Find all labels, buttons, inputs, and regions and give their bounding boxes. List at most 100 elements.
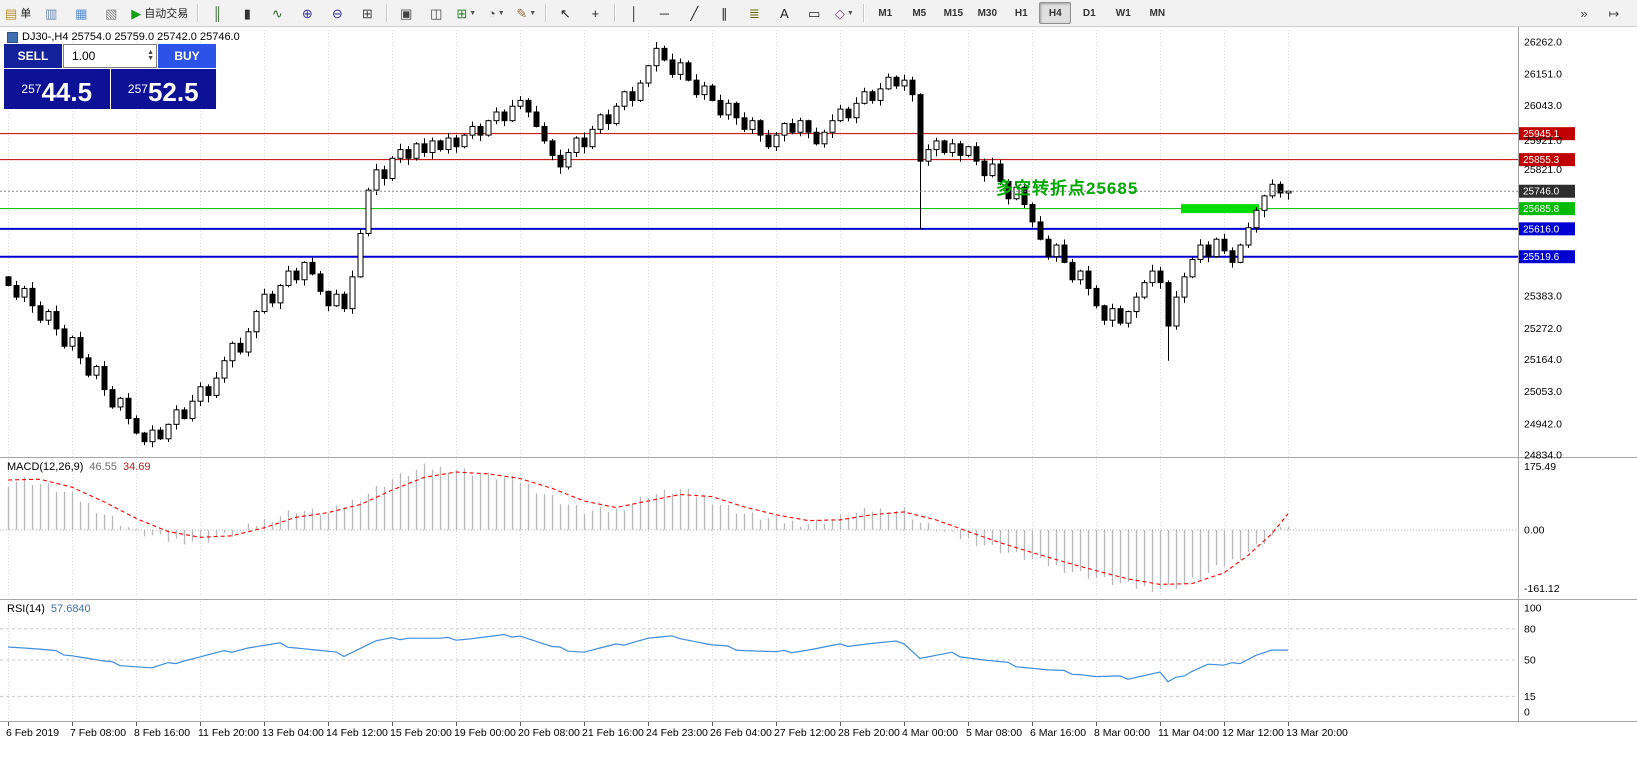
chart-symbol-icon (7, 31, 18, 43)
crosshair-button[interactable]: + (591, 5, 600, 21)
time-label: 12 Mar 12:00 (1222, 727, 1284, 739)
lot-size-value: 1.00 (72, 49, 96, 63)
time-label: 28 Feb 20:00 (838, 727, 900, 739)
rsi-axis-label: 0 (1524, 707, 1530, 719)
text-button[interactable]: A (779, 5, 789, 21)
macd-signal-value: 34.69 (122, 461, 151, 473)
price-tag-25855.3[interactable]: 25855.3 (1519, 153, 1575, 167)
price-label: 24942.0 (1524, 418, 1562, 430)
arrange-windows-button[interactable]: ▣ (400, 5, 413, 21)
new-order-button[interactable]: ▤ 单 (5, 5, 32, 21)
chart-shift-button[interactable]: ↦ (1608, 5, 1620, 21)
toolbar-separator (386, 4, 388, 22)
bar-chart-button[interactable]: ║ (212, 5, 222, 21)
autotrading-button[interactable]: ▶ 自动交易 (131, 5, 189, 21)
rsi-line (7, 633, 1288, 683)
shapes-button[interactable]: ◇ ▼ (834, 5, 854, 21)
text-label-button[interactable]: ▭ (808, 5, 821, 21)
time-label: 13 Mar 20:00 (1286, 727, 1348, 739)
zoom-in-button[interactable]: ⊕ (301, 5, 313, 21)
fibonacci-button[interactable]: ≣ (748, 5, 760, 21)
line-chart-button[interactable]: ∿ (271, 5, 283, 21)
svg-text:25685.8: 25685.8 (1523, 204, 1560, 215)
vertical-line-button[interactable]: │ (630, 5, 639, 21)
price-label: 26043.0 (1524, 100, 1562, 112)
trendline-button[interactable]: ╱ (690, 5, 699, 21)
templates-button[interactable]: ✎ ▼ (516, 5, 537, 21)
green-highlight-segment[interactable] (1181, 204, 1259, 214)
channel-button[interactable]: ∥ (721, 5, 728, 21)
time-label: 6 Mar 16:00 (1030, 727, 1086, 739)
time-label: 8 Mar 00:00 (1094, 727, 1150, 739)
timeframe-M5[interactable]: M5 (912, 7, 927, 19)
chart-ohlc-text: DJ30-,H4 25754.0 25759.0 25742.0 25746.0 (22, 31, 240, 43)
price-label: 25272.0 (1524, 323, 1562, 335)
auto-scroll-button[interactable]: » (1580, 5, 1588, 21)
timeframe-M15[interactable]: M15 (943, 7, 964, 19)
price-label: 25821.0 (1524, 164, 1562, 176)
chart-annotation-text[interactable]: 多空转折点25685 (996, 179, 1139, 198)
cursor-button[interactable]: ↖ (559, 5, 571, 21)
sell-price-display[interactable]: 257 44.5 (4, 69, 110, 109)
lot-increase-button[interactable]: ▲ (147, 49, 154, 56)
timeframe-M1[interactable]: M1 (878, 7, 893, 19)
price-tag-25746.0[interactable]: 25746.0 (1519, 184, 1575, 198)
toolbar-separator (545, 4, 547, 22)
rsi-axis-label: 80 (1524, 623, 1536, 635)
price-axis[interactable]: 25945.1 25855.3 25685.8 25616.0 25519.6 25746… (1519, 127, 1575, 264)
zoom-out-button[interactable]: ⊖ (331, 5, 343, 21)
rsi-axis-label: 100 (1524, 603, 1542, 615)
charts-button[interactable]: ▥ (45, 5, 58, 21)
svg-text:25855.3: 25855.3 (1523, 155, 1560, 166)
navigator-button[interactable]: ▧ (105, 5, 118, 21)
price-tag-25685.8[interactable]: 25685.8 (1519, 202, 1575, 216)
toolbar-right-group: » ↦ (1569, 2, 1629, 24)
new-chart-button[interactable]: ⊞ ▼ (456, 5, 477, 21)
cascade-windows-button[interactable]: ◫ (430, 5, 443, 21)
price-label: 25053.0 (1524, 386, 1562, 398)
time-label: 6 Feb 2019 (6, 727, 59, 739)
price-label: 25164.0 (1524, 354, 1562, 366)
price-label: 25921.0 (1524, 135, 1562, 147)
time-label: 20 Feb 08:00 (518, 727, 580, 739)
sell-button[interactable]: SELL (4, 44, 62, 68)
time-label: 11 Feb 20:00 (198, 727, 259, 739)
toolbar: ▤ 单 ▥ ▦ ▧ ▶ 自动交易 ║ ▮ ∿ ⊕ ⊖ ⊞ ▣ ◫ ⊞ ▼ ◔ ▼ ✎ ▼ ↖ + │ ─ ╱ ∥ ≣ A ▭ ◇ ▼ M1 M5 M… (0, 0, 1637, 27)
timeframe-W1[interactable]: W1 (1115, 7, 1131, 19)
time-label: 15 Feb 20:00 (390, 727, 452, 739)
lot-size-field[interactable]: 1.00 ▲ ▼ (63, 44, 157, 68)
time-label: 19 Feb 00:00 (454, 727, 516, 739)
macd-name: MACD(12,26,9) (7, 461, 84, 473)
market-watch-button[interactable]: ▦ (75, 5, 88, 21)
timeframe-D1[interactable]: D1 (1082, 7, 1096, 19)
horizontal-level-lines[interactable] (0, 133, 1518, 258)
time-label: 14 Feb 12:00 (326, 727, 388, 739)
time-label: 4 Mar 00:00 (902, 727, 958, 739)
lot-decrease-button[interactable]: ▼ (147, 55, 154, 62)
tile-windows-button[interactable]: ⊞ (361, 5, 373, 21)
svg-text:25519.6: 25519.6 (1523, 252, 1560, 263)
price-tag-25519.6[interactable]: 25519.6 (1519, 250, 1575, 264)
buy-price-display[interactable]: 257 52.5 (110, 69, 216, 109)
rsi-label: RSI(14) 57.6840 (7, 603, 91, 615)
price-tag-25616.0[interactable]: 25616.0 (1519, 222, 1575, 236)
macd-axis-label: 0.00 (1524, 525, 1545, 537)
rsi-axis-label: 50 (1524, 655, 1536, 667)
timeframe-H1[interactable]: H1 (1014, 7, 1028, 19)
timeframe-H4[interactable]: H4 (1039, 2, 1072, 24)
timeframe-MN[interactable]: MN (1149, 7, 1166, 19)
price-tag-25945.1[interactable]: 25945.1 (1519, 127, 1575, 140)
candlestick-chart-button[interactable]: ▮ (243, 5, 251, 21)
profiles-button[interactable]: ◔ ▼ (487, 5, 505, 21)
buy-button[interactable]: BUY (158, 44, 216, 68)
rsi-axis-label: 15 (1524, 691, 1536, 703)
timeframe-M30[interactable]: M30 (977, 7, 998, 19)
horizontal-line-button[interactable]: ─ (659, 5, 669, 21)
time-axis[interactable] (8, 722, 1289, 726)
svg-text:25746.0: 25746.0 (1523, 187, 1560, 198)
candles (5, 42, 1292, 448)
time-label: 26 Feb 04:00 (710, 727, 772, 739)
rsi-value: 57.6840 (50, 603, 91, 615)
time-label: 11 Mar 04:00 (1158, 727, 1219, 739)
